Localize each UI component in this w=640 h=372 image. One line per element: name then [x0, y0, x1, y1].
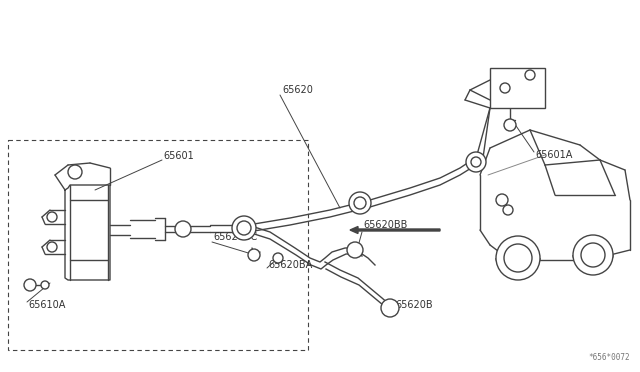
Circle shape [248, 249, 260, 261]
Text: 65620: 65620 [282, 85, 313, 95]
Circle shape [573, 235, 613, 275]
Circle shape [68, 165, 82, 179]
Circle shape [41, 281, 49, 289]
Circle shape [504, 244, 532, 272]
Text: 65601A: 65601A [535, 150, 572, 160]
Circle shape [349, 192, 371, 214]
Text: 65620BC: 65620BC [213, 232, 257, 242]
Circle shape [496, 236, 540, 280]
Circle shape [503, 205, 513, 215]
Circle shape [24, 279, 36, 291]
Circle shape [500, 83, 510, 93]
Text: 65610A: 65610A [28, 300, 65, 310]
Circle shape [525, 70, 535, 80]
Circle shape [466, 152, 486, 172]
Circle shape [237, 221, 251, 235]
Circle shape [581, 243, 605, 267]
Circle shape [354, 197, 366, 209]
Text: *656*0072: *656*0072 [588, 353, 630, 362]
Circle shape [232, 216, 256, 240]
Circle shape [381, 299, 399, 317]
Text: 65620BB: 65620BB [363, 220, 408, 230]
Text: 65620B: 65620B [395, 300, 433, 310]
Circle shape [273, 253, 283, 263]
FancyBboxPatch shape [490, 68, 545, 108]
Circle shape [175, 221, 191, 237]
Circle shape [504, 119, 516, 131]
Circle shape [47, 212, 57, 222]
Circle shape [347, 242, 363, 258]
Text: 65601: 65601 [163, 151, 194, 161]
Text: 65620BA: 65620BA [268, 260, 312, 270]
Circle shape [496, 194, 508, 206]
FancyArrow shape [350, 227, 440, 234]
Circle shape [47, 242, 57, 252]
Circle shape [471, 157, 481, 167]
